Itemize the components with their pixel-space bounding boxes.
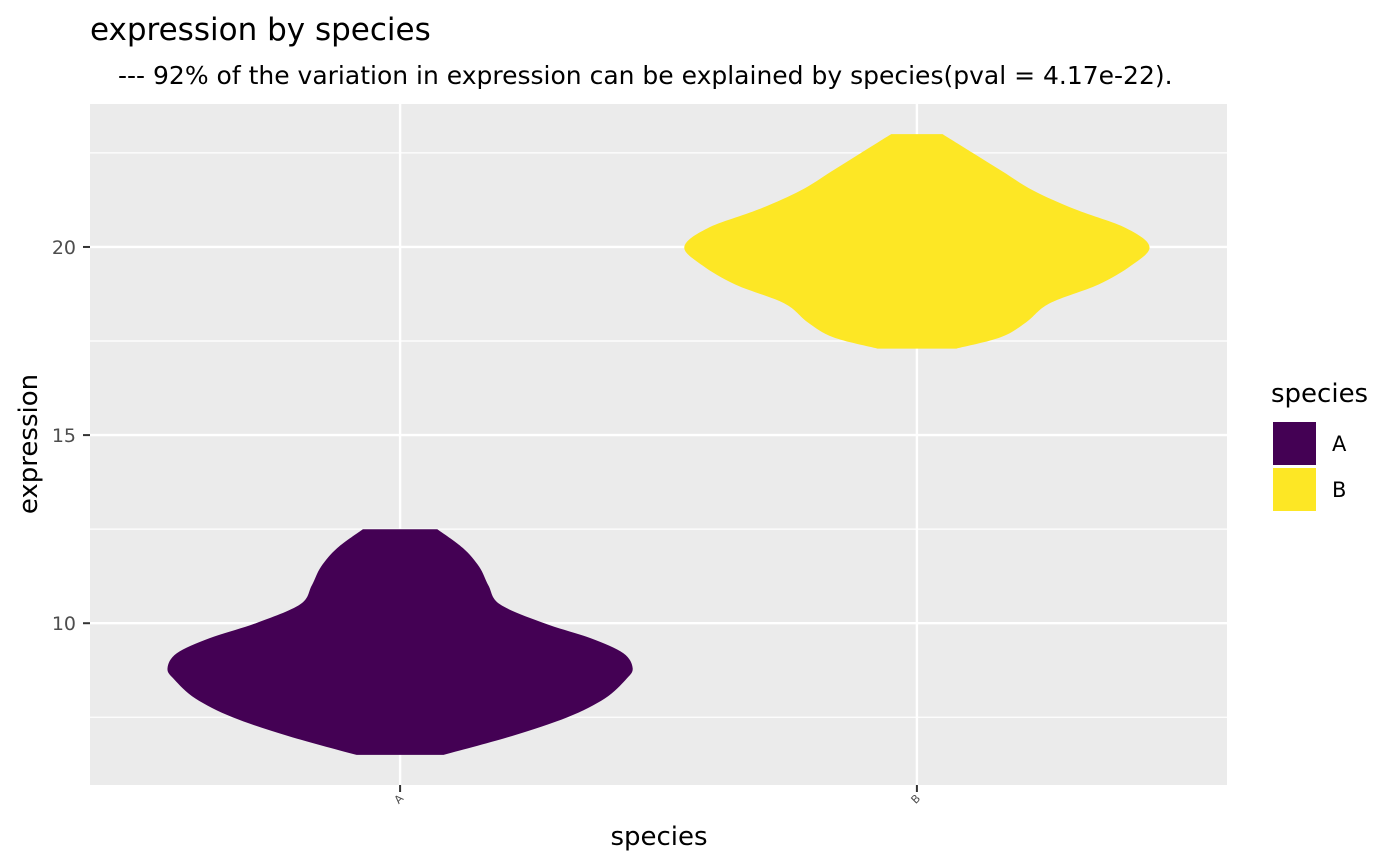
violins — [167, 134, 1150, 755]
y-axis: 10 15 20 — [52, 237, 90, 635]
chart-subtitle: --- 92% of the variation in expression c… — [118, 61, 1173, 90]
legend-label-B: B — [1332, 478, 1346, 502]
x-axis-title: species — [610, 822, 707, 852]
legend-key-A — [1271, 420, 1318, 467]
legend-label-A: A — [1332, 432, 1347, 456]
legend: species AB — [1271, 379, 1368, 513]
x-tick-label-A: A — [392, 792, 407, 807]
legend-entries: AB — [1271, 420, 1347, 513]
x-tick-label-B: B — [909, 792, 924, 807]
violin-A — [167, 529, 633, 755]
plot-panel — [90, 104, 1227, 785]
y-axis-title: expression — [14, 374, 44, 514]
y-tick-label-15: 15 — [52, 425, 76, 447]
chart-title: expression by species — [90, 12, 431, 48]
legend-key-B — [1271, 466, 1318, 513]
legend-title: species — [1271, 379, 1368, 409]
y-tick-label-10: 10 — [52, 613, 76, 635]
y-tick-label-20: 20 — [52, 237, 76, 259]
violin-B — [684, 134, 1150, 349]
